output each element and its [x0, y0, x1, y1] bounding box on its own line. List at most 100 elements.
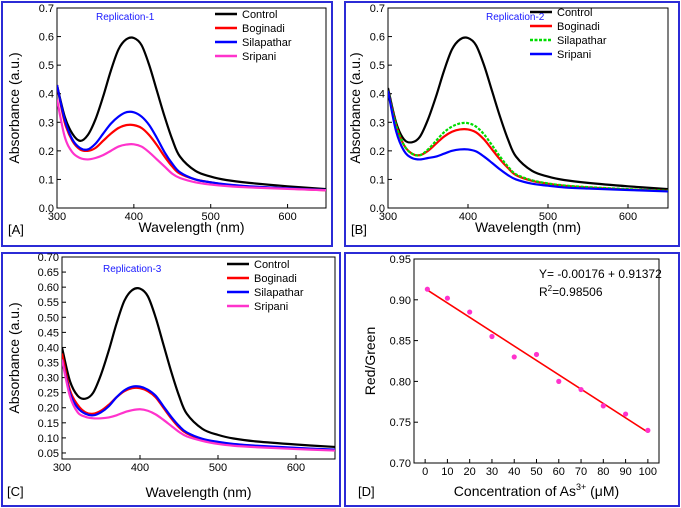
y-axis-label: Absorbance (a.u.) [6, 52, 22, 163]
series-line-silapathar [57, 84, 326, 192]
x-tick-label: 500 [202, 211, 220, 223]
r-squared-prefix: R [539, 285, 548, 299]
panel-frame [344, 252, 680, 507]
y-tick-label: 0.7 [39, 3, 54, 15]
x-tick-label: 60 [553, 466, 565, 478]
legend-label: Silapathar [254, 287, 304, 299]
y-axis-label: Absorbance (a.u.) [6, 302, 22, 413]
x-tick-label: 300 [53, 462, 71, 474]
y-tick-label: 0.45 [38, 327, 59, 339]
x-tick-label: 500 [209, 462, 227, 474]
r-squared-sup: 2 [548, 284, 553, 293]
data-point [622, 411, 629, 417]
panel-b: 300 400 500 600 0.0 0.1 0.2 0.3 0.4 0.5 0.6 0.7 Wave… [344, 1, 680, 247]
y-tick-label: 0.20 [38, 403, 59, 415]
y-tick-label: 0.80 [390, 376, 411, 388]
data-point [556, 378, 562, 384]
series-line-sripani [57, 99, 326, 192]
panel-c: 300 400 500 600 0.05 0.10 0.15 0.20 0.25 0.30 0.35… [1, 252, 341, 507]
series-line-boginadi [388, 90, 668, 192]
legend-label: Control [254, 259, 289, 271]
data-point [533, 351, 540, 358]
series-line-control [57, 36, 326, 191]
panel-label: [B] [351, 222, 367, 237]
y-axis-label: Red/Green [362, 327, 378, 395]
y-tick-label: 0.2 [39, 146, 54, 158]
series-line-sripani [388, 90, 668, 193]
panel-a: 300 400 500 600 0.0 0.1 0.2 0.3 0.4 0.5 0.6 0.7 Wave… [1, 1, 333, 247]
data-point [511, 354, 517, 360]
replication-title: Replication-2 [486, 12, 545, 23]
data-point [489, 333, 495, 340]
y-tick-label: 0.10 [38, 433, 59, 445]
y-tick-label: 0.95 [390, 254, 411, 266]
x-axis-label: Wavelength (nm) [138, 219, 244, 235]
y-tick-label: 0.05 [38, 448, 59, 460]
x-tick-label: 50 [530, 466, 542, 478]
y-tick-label: 0.70 [38, 252, 59, 264]
y-tick-label: 0.90 [390, 295, 411, 307]
panel-label: [D] [358, 484, 375, 499]
panel-frame [1, 1, 333, 247]
x-tick-label: 600 [278, 211, 296, 223]
x-tick-label: 30 [486, 466, 498, 478]
x-axis-label-main: Concentration of As [454, 483, 576, 499]
y-tick-label: 0.6 [39, 32, 54, 44]
legend-label: Silapathar [557, 35, 607, 47]
data-point [578, 386, 584, 393]
y-tick-label: 0.30 [38, 373, 59, 385]
legend-label: Sripani [242, 51, 276, 63]
x-tick-label: 400 [459, 211, 477, 223]
legend-label: Control [242, 9, 277, 21]
panel-label: [C] [7, 484, 24, 499]
x-tick-label: 20 [464, 466, 476, 478]
y-tick-label: 0.5 [39, 60, 54, 72]
x-axis-label-sup: 3+ [576, 482, 586, 492]
legend-label: Control [557, 7, 592, 19]
y-tick-label: 0.1 [39, 174, 54, 186]
legend-label: Boginadi [557, 21, 600, 33]
x-axis-label: Wavelength (nm) [475, 219, 581, 235]
series-line-control [388, 36, 668, 191]
data-point [444, 295, 451, 301]
legend-label: Boginadi [254, 273, 297, 285]
y-tick-label: 0.70 [390, 458, 411, 470]
y-tick-label: 0.3 [370, 117, 385, 129]
series-line-silapathar [388, 90, 668, 192]
panel-d: 0 10 20 30 40 50 60 70 80 90 100 0.70 0.75 0.80 0.85 0.… [344, 252, 680, 507]
replication-title: Replication-3 [103, 264, 162, 275]
plot-area [56, 7, 327, 209]
y-tick-label: 0.55 [38, 297, 59, 309]
x-tick-label: 400 [131, 462, 149, 474]
x-tick-label: 400 [125, 211, 143, 223]
plot-area [387, 7, 669, 209]
y-tick-label: 0.7 [370, 3, 385, 15]
x-tick-label: 10 [441, 466, 453, 478]
y-tick-label: 0.15 [38, 418, 59, 430]
x-axis-label-unit: (μM) [586, 483, 619, 499]
data-point [467, 309, 473, 315]
y-tick-label: 0.0 [39, 203, 54, 215]
x-tick-label: 300 [48, 211, 66, 223]
panel-frame [1, 252, 341, 507]
y-tick-label: 0.40 [38, 342, 59, 354]
y-tick-label: 0.35 [38, 358, 59, 370]
y-tick-label: 0.2 [370, 146, 385, 158]
y-tick-label: 0.3 [39, 117, 54, 129]
r-squared: R2=0.98506 [539, 284, 603, 299]
y-tick-label: 0.0 [370, 203, 385, 215]
series-line-boginadi [57, 84, 326, 192]
legend-label: Sripani [254, 301, 288, 313]
y-tick-label: 0.50 [38, 312, 59, 324]
series-line-control [62, 287, 335, 449]
y-tick-label: 0.85 [390, 336, 411, 348]
x-tick-label: 80 [597, 466, 609, 478]
y-tick-label: 0.1 [370, 174, 385, 186]
fit-equation: Y= -0.00176 + 0.91372 [539, 267, 662, 281]
x-tick-label: 40 [508, 466, 520, 478]
y-tick-label: 0.5 [370, 60, 385, 72]
replication-title: Replication-1 [96, 12, 155, 23]
x-tick-label: 90 [619, 466, 631, 478]
x-axis-label: Wavelength (nm) [145, 484, 251, 500]
